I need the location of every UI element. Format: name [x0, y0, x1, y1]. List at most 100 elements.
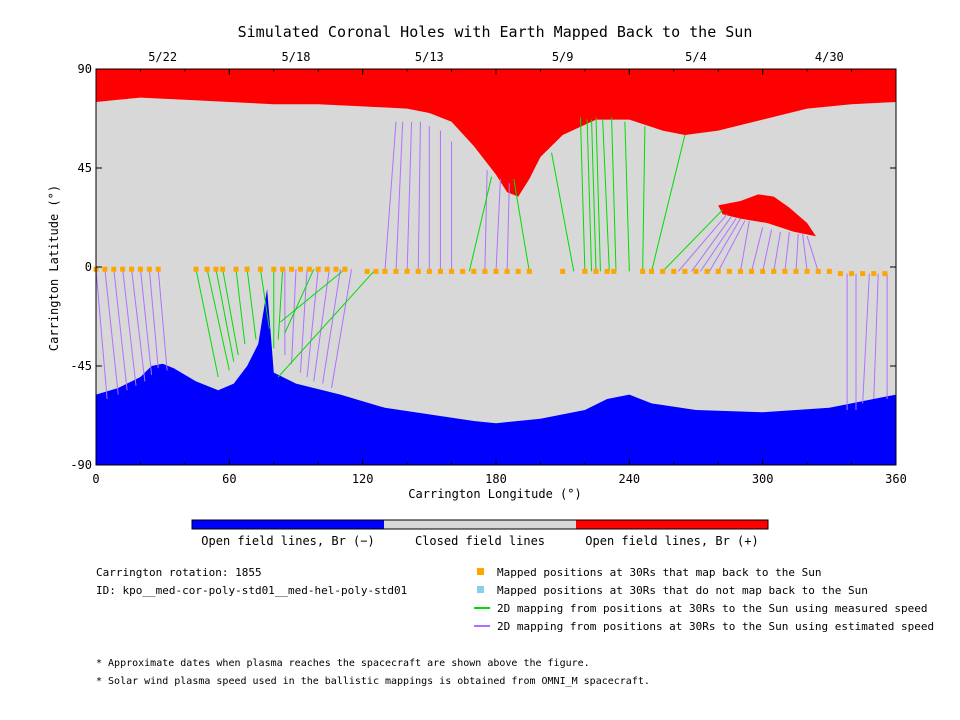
measured-mapping-line [235, 269, 246, 345]
mapped-point [604, 268, 610, 274]
measured-mapping-line [611, 117, 617, 272]
legend-unmapped-swatch [477, 586, 484, 593]
mapped-point [382, 268, 388, 274]
mapped-point [860, 271, 866, 277]
mapped-point [244, 266, 250, 272]
y-axis: 90 45 0 -45 -90 [70, 62, 896, 472]
estimated-mapping-line [773, 231, 781, 272]
estimated-mapping-line [795, 233, 799, 272]
x-axis: 0 60 120 180 240 300 360 [92, 69, 907, 486]
mapped-point [437, 268, 443, 274]
mapped-point [760, 268, 766, 274]
mapped-point [782, 268, 788, 274]
x-tick-label: 240 [618, 472, 640, 486]
mapped-point [593, 268, 599, 274]
estimated-mapping-line [395, 121, 404, 272]
mapped-point [220, 266, 226, 272]
mapped-point [373, 268, 379, 274]
estimated-mapping-line [677, 213, 728, 272]
estimated-mapping-line [291, 269, 297, 364]
estimated-mapping-line [806, 236, 819, 272]
colorbar-segment [384, 520, 576, 529]
estimated-mapping-line [417, 121, 421, 272]
mapped-point [504, 268, 510, 274]
x-tick-label: 300 [752, 472, 774, 486]
measured-mapping-line [284, 268, 315, 334]
estimated-mapping-line [506, 183, 510, 272]
y-axis-label: Carrington Latitude (°) [47, 185, 61, 351]
mapped-point [257, 266, 263, 272]
estimated-mapping-line [148, 269, 159, 369]
y-tick-label: -90 [70, 458, 92, 472]
mapped-point [280, 266, 286, 272]
mapped-point [306, 266, 312, 272]
mapped-point [415, 268, 421, 274]
footnote-speed: * Solar wind plasma speed used in the ba… [96, 676, 650, 687]
mapped-point [213, 266, 219, 272]
mapped-point [640, 268, 646, 274]
legend-mapped-label: Mapped positions at 30Rs that map back t… [497, 566, 822, 579]
mapped-point [342, 266, 348, 272]
top-date-label: 5/13 [415, 50, 444, 64]
estimated-mapping-line [157, 269, 168, 371]
estimated-mapping-line [873, 273, 879, 400]
top-date-label: 4/30 [815, 50, 844, 64]
colorbar-segment [192, 520, 384, 529]
estimated-mapping-line [495, 178, 501, 272]
colorbar: Open field lines, Br (−) Closed field lin… [191, 519, 769, 548]
estimated-mapping-line [484, 170, 488, 272]
measured-mapping-line [280, 268, 346, 323]
mapped-point [426, 268, 432, 274]
mapped-point [715, 268, 721, 274]
estimated-mapping-line [751, 227, 764, 272]
top-date-axis: 5/22 5/18 5/13 5/9 5/4 4/30 [148, 50, 844, 64]
mapped-point [515, 268, 521, 274]
measured-mapping-line [595, 117, 601, 272]
estimated-mapping-line [708, 218, 741, 272]
mapped-point [137, 266, 143, 272]
mapped-point [771, 268, 777, 274]
mapped-point [364, 268, 370, 274]
mapped-point [660, 268, 666, 274]
measured-mapping-line [246, 269, 257, 340]
mapped-point [611, 268, 617, 274]
x-axis-label: Carrington Longitude (°) [408, 487, 581, 501]
measured-mapping-line [651, 134, 686, 272]
mapped-point [682, 268, 688, 274]
chart-title: Simulated Coronal Holes with Earth Mappe… [238, 23, 753, 41]
measured-mapping-line [513, 178, 530, 272]
estimated-mapping-line [384, 121, 397, 272]
y-tick-label: 90 [78, 62, 92, 76]
mapped-point [111, 266, 117, 272]
measured-mapping-line [468, 176, 493, 272]
top-date-label: 5/18 [282, 50, 311, 64]
top-date-label: 5/9 [552, 50, 574, 64]
x-tick-label: 360 [885, 472, 907, 486]
run-id-text: ID: kpo__med-cor-poly-std01__med-hel-pol… [96, 584, 407, 597]
measured-mapping-line [586, 119, 593, 272]
south-coronal-hole [96, 289, 896, 465]
mapped-point [693, 268, 699, 274]
footnote-dates: * Approximate dates when plasma reaches … [96, 658, 590, 669]
measured-mapping-line [591, 119, 597, 272]
mapped-point [649, 268, 655, 274]
mapped-point [233, 266, 239, 272]
measured-mapping-line [642, 126, 646, 272]
mapped-point [482, 268, 488, 274]
estimated-mapping-line [113, 269, 128, 391]
colorbar-frame [191, 519, 769, 530]
mapped-point [129, 266, 135, 272]
mapped-point [849, 271, 855, 277]
estimated-mapping-line [802, 233, 808, 272]
legend-measured-label: 2D mapping from positions at 30Rs to the… [497, 602, 927, 615]
mapped-point [471, 268, 477, 274]
mapped-point [393, 268, 399, 274]
estimated-mapping-line [700, 218, 737, 272]
measured-mapping-line [579, 117, 586, 272]
estimated-mapping-line [739, 220, 750, 272]
mapped-point [404, 268, 410, 274]
mapped-point [826, 268, 832, 274]
y-tick-label: 45 [78, 161, 92, 175]
mapped-point [704, 268, 710, 274]
